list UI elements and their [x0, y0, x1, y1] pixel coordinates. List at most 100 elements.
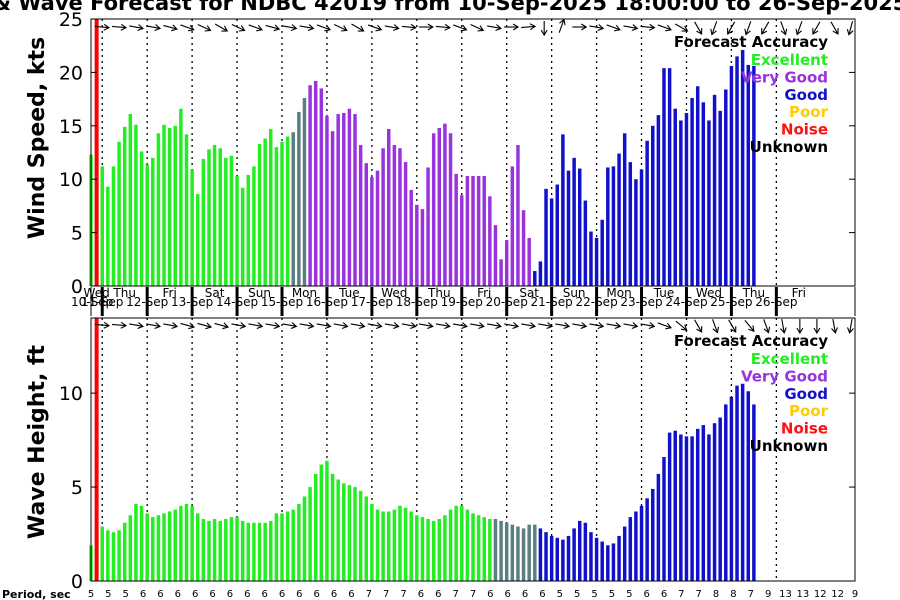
wind-bar — [448, 133, 453, 286]
wind-direction-arrow — [540, 21, 548, 37]
wave-bar — [448, 509, 453, 581]
wave-direction-arrow — [265, 322, 281, 329]
wave-bar — [336, 479, 340, 581]
wind-y-tick-label: 5 — [71, 223, 83, 245]
wave-bar — [381, 511, 385, 581]
wave-direction-arrow-shaft — [487, 323, 501, 327]
wave-bar — [437, 519, 442, 581]
wave-bar — [162, 513, 166, 581]
wind-bar — [729, 65, 734, 286]
wind-bar — [319, 88, 324, 286]
wind-bar — [364, 163, 369, 286]
wave-bar — [319, 464, 324, 581]
wave-bar — [246, 522, 251, 581]
wave-bar — [415, 515, 419, 581]
wind-bar — [510, 166, 515, 286]
wind-direction-arrow — [418, 23, 434, 31]
period-label: 6 — [296, 589, 302, 600]
wind-bar — [145, 164, 149, 286]
wind-direction-arrow — [299, 24, 315, 31]
wind-bar — [179, 108, 183, 286]
wave-direction-arrow — [657, 322, 673, 330]
period-label: 6 — [643, 589, 649, 600]
wind-bar — [600, 219, 604, 286]
wind-direction-arrow — [487, 24, 502, 31]
wind-direction-arrow — [675, 23, 689, 32]
wave-bar — [746, 391, 751, 581]
wave-bar — [325, 460, 329, 581]
period-label: 8 — [713, 589, 719, 600]
wave-bar — [257, 522, 262, 581]
period-label: 6 — [522, 589, 528, 600]
wave-bar — [712, 423, 717, 581]
wind-bar — [718, 110, 722, 287]
wind-direction-arrow-head — [120, 23, 128, 31]
wave-direction-arrow-head — [763, 326, 771, 334]
wind-direction-arrow-head — [375, 24, 383, 32]
wind-direction-arrow — [351, 23, 365, 32]
wave-bar — [465, 509, 470, 581]
wind-direction-arrow — [163, 24, 178, 32]
wave-legend-item-u: Unknown — [750, 437, 828, 455]
wave-y-tick-label: 10 — [59, 383, 83, 405]
wind-direction-arrow-shaft — [282, 25, 296, 29]
wind-direction-arrow-shaft — [640, 25, 654, 29]
period-label: 6 — [209, 589, 215, 600]
wind-direction-arrow-shaft — [384, 25, 398, 29]
wave-direction-arrow — [418, 322, 434, 329]
wave-direction-arrow-head — [648, 322, 656, 329]
wind-bar — [684, 112, 689, 286]
wave-direction-arrow — [350, 322, 366, 329]
day-name-label: Wed — [696, 286, 722, 300]
wave-bar — [443, 515, 447, 581]
wind-direction-arrow-head — [540, 29, 548, 37]
wind-direction-arrow-head — [614, 24, 621, 32]
wind-bar — [521, 210, 526, 286]
wave-bar — [622, 526, 627, 581]
wind-direction-arrow-shaft — [231, 23, 244, 31]
period-label: 5 — [574, 589, 580, 600]
wind-direction-arrow — [780, 21, 788, 36]
wave-bar — [274, 513, 279, 581]
wind-bar — [398, 148, 402, 286]
wave-bar — [645, 498, 649, 581]
wave-direction-arrow-head — [256, 322, 264, 329]
wave-bar — [504, 522, 509, 581]
wave-bar — [639, 505, 644, 581]
wind-direction-arrow-head — [460, 24, 468, 32]
wind-direction-arrow — [504, 23, 520, 31]
wind-bar — [538, 261, 543, 286]
wind-bar — [735, 56, 739, 286]
wind-legend-item-n: Noise — [781, 121, 828, 139]
wind-bar — [460, 195, 464, 286]
wave-direction-arrow-head — [597, 322, 605, 329]
wind-direction-arrow — [367, 24, 383, 32]
wave-direction-arrow-shaft — [401, 323, 415, 327]
wave-bar — [100, 526, 104, 581]
wave-direction-arrow-shaft — [849, 318, 853, 332]
wave-bar — [729, 396, 734, 581]
period-label: 7 — [678, 589, 684, 600]
wind-direction-arrow-head — [221, 25, 229, 32]
wave-direction-arrow-head — [779, 327, 787, 334]
wind-bar — [218, 148, 222, 286]
wave-bar — [342, 483, 346, 581]
wave-bar — [521, 528, 526, 581]
wave-direction-arrow — [197, 322, 213, 330]
wind-bar — [594, 237, 599, 286]
wind-bar — [504, 240, 509, 286]
wind-bar — [291, 132, 295, 286]
wave-direction-arrow — [623, 322, 639, 329]
wind-bar — [297, 111, 301, 286]
day-name-label: Sun — [248, 286, 271, 300]
wind-direction-arrow-shaft — [197, 23, 210, 31]
wave-bar — [611, 543, 616, 581]
wind-direction-arrow — [265, 24, 281, 32]
wind-direction-arrow-shaft — [761, 21, 770, 34]
wave-direction-arrow — [675, 320, 688, 331]
wind-bar — [617, 153, 621, 286]
wind-bar — [673, 108, 677, 286]
wind-direction-arrow-shaft — [367, 24, 381, 30]
wind-direction-arrow-shaft — [675, 23, 687, 31]
wave-direction-arrow-shaft — [265, 323, 279, 327]
